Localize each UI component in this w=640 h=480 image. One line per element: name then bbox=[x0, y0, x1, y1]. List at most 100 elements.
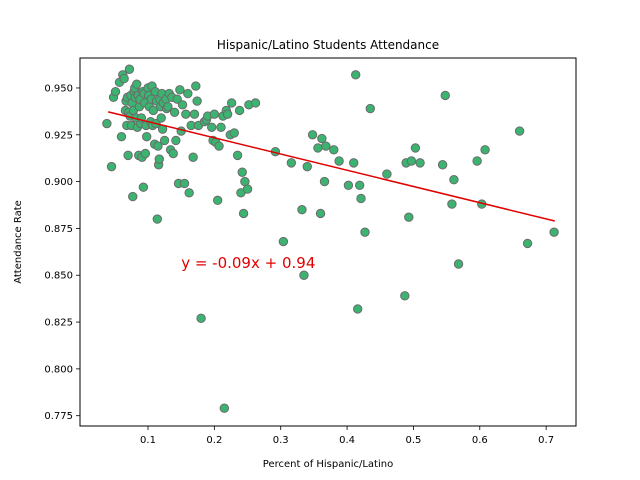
data-point-97 bbox=[214, 141, 224, 151]
data-point-129 bbox=[343, 180, 354, 191]
data-point-121 bbox=[307, 130, 318, 140]
y-tick-label-5: 0.900 bbox=[44, 177, 73, 188]
y-tick-label-7: 0.950 bbox=[44, 83, 73, 94]
data-point-131 bbox=[351, 70, 361, 80]
data-point-148 bbox=[453, 259, 464, 269]
data-point-94 bbox=[209, 109, 220, 119]
data-point-110 bbox=[238, 208, 249, 219]
data-point-133 bbox=[354, 180, 365, 191]
data-point-130 bbox=[349, 158, 359, 168]
data-point-7 bbox=[119, 73, 129, 84]
data-point-3 bbox=[110, 87, 121, 97]
data-point-123 bbox=[315, 208, 326, 219]
data-point-80 bbox=[183, 88, 193, 99]
data-point-105 bbox=[229, 128, 239, 138]
y-axis-ticks: 0.775 0.800 0.825 0.850 0.875 0.900 0.925 0.950 bbox=[44, 83, 80, 422]
data-point-143 bbox=[415, 158, 425, 168]
x-axis-label: Percent of Hispanic/Latino bbox=[263, 459, 393, 470]
data-point-5 bbox=[116, 131, 127, 142]
data-point-106 bbox=[232, 150, 243, 161]
data-point-72 bbox=[171, 135, 181, 146]
data-point-77 bbox=[177, 100, 188, 110]
data-point-88 bbox=[196, 313, 206, 324]
data-point-144 bbox=[437, 160, 448, 170]
data-point-117 bbox=[286, 158, 297, 168]
data-point-126 bbox=[321, 141, 331, 151]
data-point-122 bbox=[313, 143, 323, 153]
data-point-114 bbox=[250, 98, 261, 108]
data-point-73 bbox=[172, 94, 182, 104]
x-tick-label-6: 0.7 bbox=[538, 435, 554, 446]
data-point-0 bbox=[102, 118, 112, 129]
data-point-63 bbox=[159, 135, 170, 146]
data-point-141 bbox=[406, 156, 417, 166]
data-point-53 bbox=[152, 214, 163, 224]
y-tick-label-3: 0.850 bbox=[44, 271, 73, 282]
data-point-83 bbox=[188, 152, 198, 162]
x-axis-ticks: 0.1 0.2 0.3 0.4 0.5 0.6 0.7 bbox=[140, 426, 554, 446]
data-point-59 bbox=[156, 113, 166, 123]
regression-layer bbox=[108, 111, 555, 222]
data-point-1 bbox=[106, 161, 117, 172]
data-point-100 bbox=[219, 403, 230, 413]
data-point-132 bbox=[352, 304, 363, 314]
data-point-12 bbox=[123, 150, 133, 161]
data-point-75 bbox=[175, 85, 185, 95]
data-point-125 bbox=[319, 176, 330, 187]
data-point-96 bbox=[212, 195, 223, 206]
y-tick-label-0: 0.775 bbox=[44, 411, 73, 422]
data-point-128 bbox=[334, 156, 344, 166]
data-point-151 bbox=[480, 145, 490, 155]
data-point-35 bbox=[138, 182, 149, 192]
data-point-135 bbox=[360, 227, 370, 237]
x-tick-label-1: 0.2 bbox=[206, 435, 222, 446]
data-point-40 bbox=[141, 131, 152, 142]
data-point-71 bbox=[169, 107, 180, 118]
data-point-19 bbox=[128, 191, 138, 202]
data-point-119 bbox=[299, 270, 309, 280]
y-tick-label-2: 0.825 bbox=[44, 318, 73, 329]
data-point-138 bbox=[400, 291, 410, 301]
data-point-124 bbox=[317, 133, 327, 144]
data-point-48 bbox=[148, 105, 159, 116]
data-point-118 bbox=[297, 204, 307, 215]
data-point-152 bbox=[514, 126, 525, 136]
data-point-85 bbox=[191, 81, 201, 91]
regression-equation: y = -0.09x + 0.94 bbox=[181, 254, 315, 272]
data-point-136 bbox=[365, 103, 375, 114]
data-point-146 bbox=[447, 199, 457, 209]
regression-line bbox=[108, 111, 555, 222]
x-tick-label-5: 0.6 bbox=[472, 435, 488, 446]
data-point-153 bbox=[522, 238, 533, 249]
data-point-92 bbox=[207, 122, 217, 132]
data-point-54 bbox=[153, 141, 163, 151]
data-point-134 bbox=[356, 193, 366, 204]
x-tick-label-4: 0.5 bbox=[405, 435, 421, 446]
data-point-79 bbox=[181, 109, 191, 119]
data-point-107 bbox=[234, 105, 245, 116]
data-point-25 bbox=[132, 79, 142, 89]
data-point-104 bbox=[226, 98, 237, 108]
chart-title: Hispanic/Latino Students Attendance bbox=[217, 38, 439, 52]
data-point-120 bbox=[302, 161, 312, 172]
data-point-78 bbox=[179, 178, 190, 189]
data-point-112 bbox=[242, 184, 253, 194]
x-tick-label-0: 0.1 bbox=[140, 435, 156, 446]
x-tick-label-3: 0.4 bbox=[339, 435, 355, 446]
data-point-66 bbox=[163, 101, 173, 112]
data-point-127 bbox=[329, 145, 339, 155]
data-point-149 bbox=[472, 156, 482, 166]
data-point-81 bbox=[184, 188, 194, 198]
data-point-38 bbox=[140, 148, 151, 159]
data-point-14 bbox=[124, 64, 135, 74]
plot-frame bbox=[79, 57, 577, 427]
data-point-109 bbox=[237, 167, 247, 177]
data-point-56 bbox=[154, 154, 164, 164]
data-point-137 bbox=[382, 169, 392, 179]
y-tick-label-4: 0.875 bbox=[44, 224, 73, 235]
data-point-140 bbox=[404, 212, 414, 222]
x-tick-label-2: 0.3 bbox=[273, 435, 289, 446]
data-point-147 bbox=[449, 175, 459, 185]
data-point-116 bbox=[278, 236, 289, 247]
